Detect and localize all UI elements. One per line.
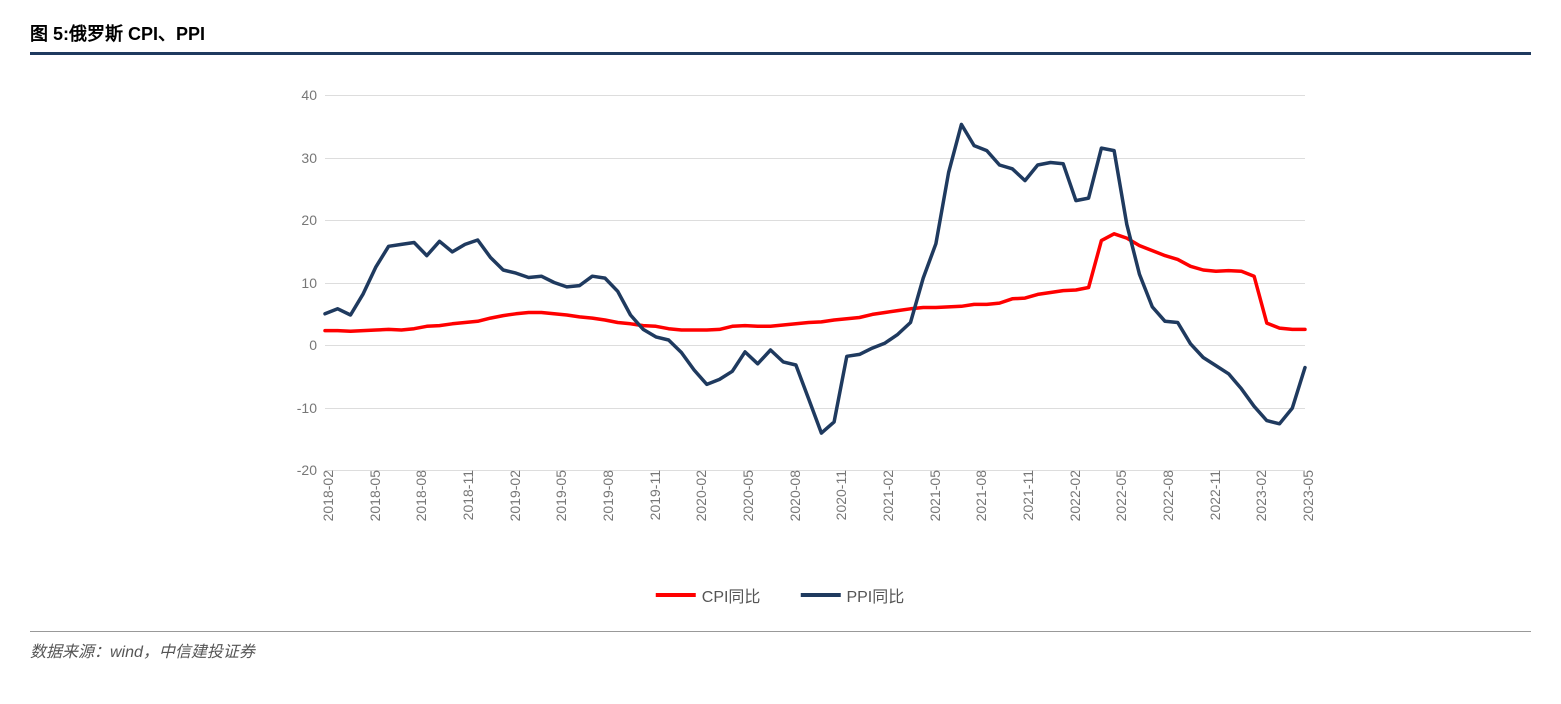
title-underline [30, 52, 1531, 55]
legend-label: PPI同比 [846, 583, 904, 607]
x-tick-label: 2020-11 [827, 470, 849, 520]
x-tick-label: 2021-11 [1014, 470, 1036, 520]
x-tick-label: 2021-05 [921, 470, 943, 521]
legend: CPI同比 PPI同比 [656, 583, 904, 607]
series-line [325, 234, 1305, 331]
x-tick-label: 2018-05 [361, 470, 383, 521]
series-line [325, 124, 1305, 433]
x-tick-label: 2022-08 [1154, 470, 1176, 521]
x-tick-label: 2019-05 [547, 470, 569, 521]
legend-swatch [800, 593, 840, 597]
x-tick-label: 2018-11 [454, 470, 476, 520]
y-tick-label: 10 [301, 275, 325, 291]
x-tick-label: 2019-08 [594, 470, 616, 521]
x-tick-label: 2023-02 [1247, 470, 1269, 521]
legend-label: CPI同比 [702, 583, 761, 607]
legend-item: CPI同比 [656, 583, 761, 607]
x-tick-label: 2022-11 [1201, 470, 1223, 520]
chart-title: 图 5:俄罗斯 CPI、PPI [30, 20, 1531, 52]
chart-svg [325, 95, 1305, 470]
x-tick-label: 2018-08 [407, 470, 429, 521]
legend-item: PPI同比 [800, 583, 904, 607]
x-tick-label: 2018-02 [314, 470, 336, 521]
x-tick-label: 2020-05 [734, 470, 756, 521]
x-tick-label: 2019-02 [501, 470, 523, 521]
legend-swatch [656, 593, 696, 597]
plot-area: -20-100102030402018-022018-052018-082018… [325, 95, 1305, 470]
y-tick-label: 40 [301, 87, 325, 103]
data-source: 数据来源：wind，中信建投证券 [30, 638, 1531, 662]
x-tick-label: 2019-11 [641, 470, 663, 520]
x-tick-label: 2022-02 [1061, 470, 1083, 521]
x-tick-label: 2020-02 [687, 470, 709, 521]
x-tick-label: 2020-08 [781, 470, 803, 521]
y-tick-label: -10 [297, 400, 325, 416]
x-tick-label: 2023-05 [1294, 470, 1316, 521]
x-tick-label: 2022-05 [1107, 470, 1129, 521]
y-tick-label: 0 [309, 337, 325, 353]
x-tick-label: 2021-08 [967, 470, 989, 521]
footer-divider [30, 631, 1531, 638]
y-tick-label: 30 [301, 150, 325, 166]
x-tick-label: 2021-02 [874, 470, 896, 521]
y-tick-label: 20 [301, 212, 325, 228]
chart-container: -20-100102030402018-022018-052018-082018… [30, 63, 1530, 623]
